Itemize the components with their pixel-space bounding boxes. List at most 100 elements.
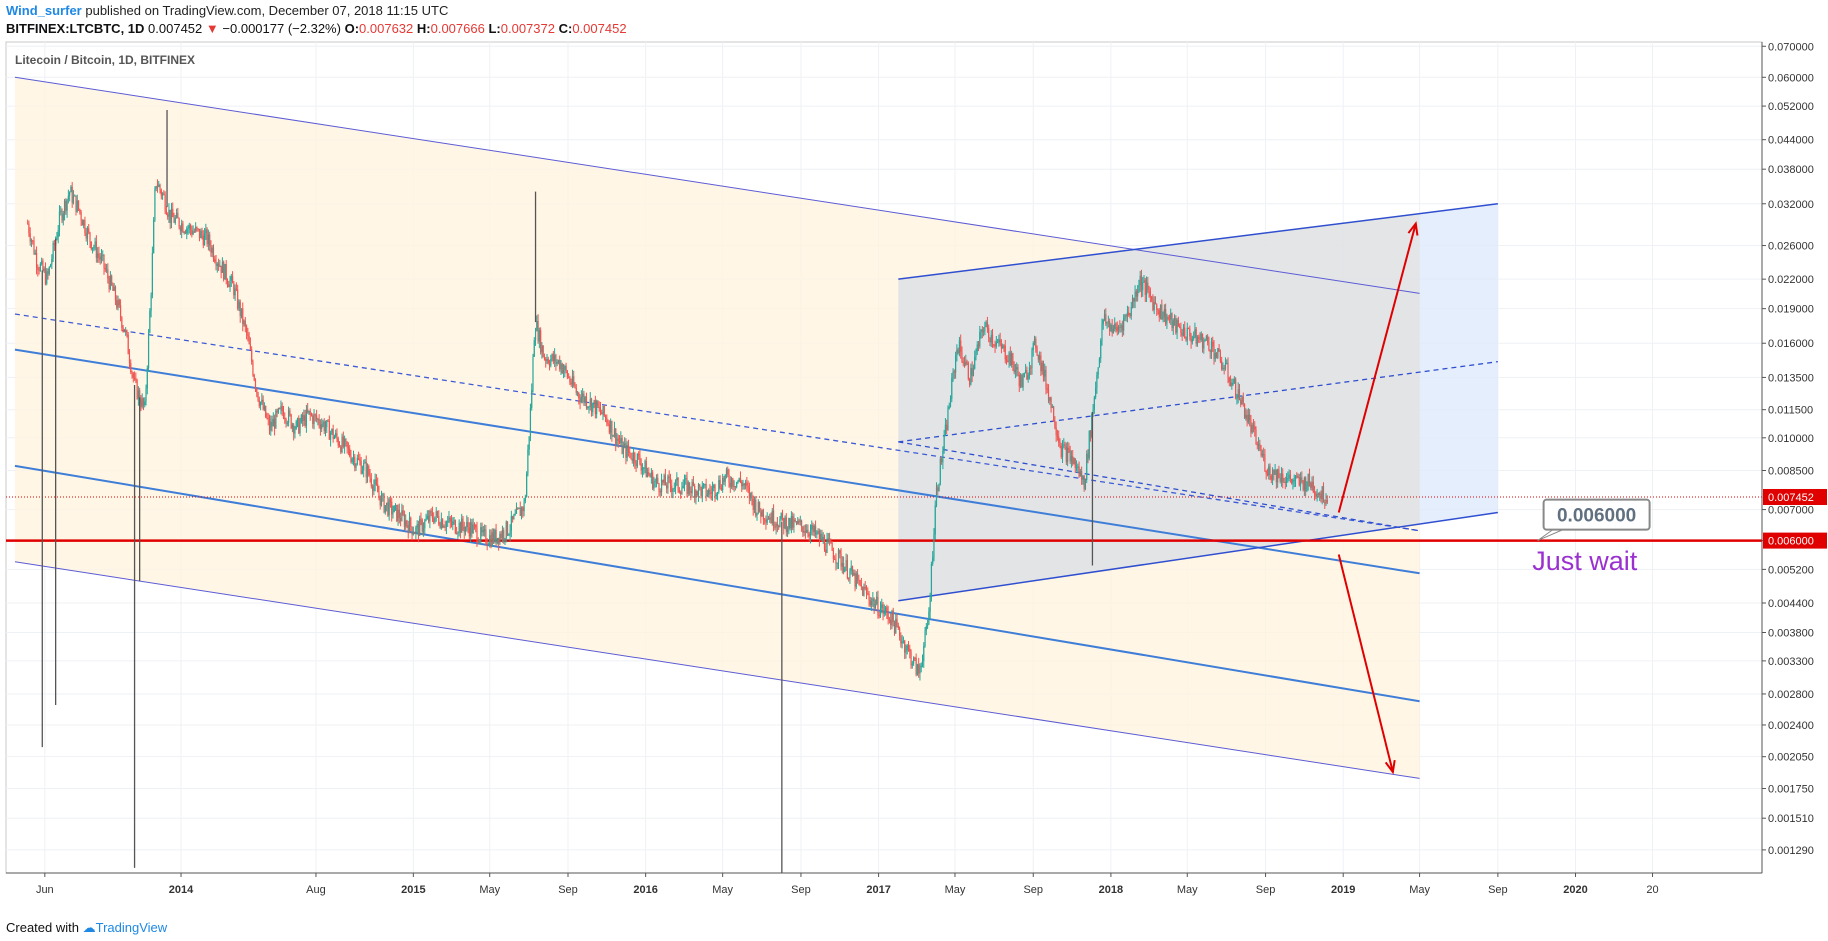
candle-body (1284, 481, 1286, 484)
candle-body (314, 414, 316, 416)
candle-body (1140, 275, 1143, 291)
candle-body (895, 618, 897, 634)
candle-body (823, 536, 826, 550)
candle-body (220, 265, 222, 273)
candle-body (128, 354, 131, 364)
y-tick-label: 0.060000 (1768, 72, 1814, 84)
candle-body (111, 275, 113, 285)
candle-body (561, 363, 563, 374)
candle-body (977, 344, 980, 347)
candle-body (834, 558, 836, 560)
candle-body (156, 186, 159, 188)
candle-body (998, 339, 1000, 343)
candle-body (183, 231, 185, 233)
candle-body (568, 377, 570, 379)
candle-body (84, 220, 86, 234)
candle-body (1176, 319, 1178, 333)
candle-body (285, 419, 287, 424)
candle-body (1196, 337, 1199, 344)
candle-body (842, 562, 845, 573)
candle-body (1175, 318, 1177, 333)
candle-body (181, 223, 183, 232)
candle-body (299, 422, 301, 434)
candle-body (422, 528, 425, 532)
candle-body (1016, 367, 1018, 370)
candle-body (211, 247, 213, 253)
support-level-tag (1763, 532, 1827, 549)
candle-body (1205, 336, 1207, 340)
candle-body (338, 445, 341, 447)
candle-body (869, 600, 871, 606)
candle-body (1130, 306, 1132, 316)
candle-body (1219, 351, 1221, 361)
candle-body (417, 524, 420, 536)
candle-body (1232, 383, 1234, 385)
candle-body (321, 424, 323, 430)
candle-body (523, 501, 525, 512)
candle-body (592, 402, 594, 413)
candle-body (383, 494, 385, 513)
candle-body (529, 408, 532, 437)
candle-body (456, 533, 458, 535)
trendline-range-mid-dashed (898, 361, 1498, 443)
candle-body (312, 415, 314, 425)
candle-body (1275, 469, 1277, 483)
candle-body (864, 586, 866, 589)
candle-body (533, 340, 535, 357)
candle-body (447, 521, 449, 523)
quote-bar: BITFINEX:LTCBTC, 1D 0.007452 ▼ −0.000177… (6, 20, 627, 38)
candle-body (526, 473, 528, 498)
candle-body (643, 467, 645, 469)
current-price-tag-label: 0.007452 (1768, 492, 1814, 504)
candle-body (270, 421, 272, 431)
candle-body (464, 527, 467, 533)
candle-body (386, 502, 388, 506)
candle-body (683, 479, 686, 486)
candle-body (606, 417, 608, 423)
candle-body (34, 252, 36, 254)
candle-body (1189, 329, 1191, 337)
candle-body (631, 458, 633, 462)
candle-body (650, 472, 652, 478)
candle-body (30, 240, 33, 242)
candle-body (956, 349, 958, 356)
y-tick-label: 0.013500 (1768, 372, 1814, 384)
candle-body (1036, 348, 1038, 355)
candle-body (369, 475, 371, 479)
candle-body (1021, 374, 1023, 388)
candle-body (548, 363, 551, 366)
candle-body (51, 258, 53, 265)
candle-body (1249, 414, 1251, 421)
tradingview-link[interactable]: TradingView (95, 920, 168, 935)
candle-body (751, 492, 753, 499)
candle-body (1082, 476, 1084, 480)
callout-pointer (1537, 527, 1568, 542)
candle-body (971, 367, 973, 376)
candle-body (212, 247, 215, 260)
candle-body (854, 572, 856, 587)
candle-body (627, 445, 630, 452)
author-link[interactable]: Wind_surfer (6, 3, 82, 18)
candle-body (1246, 414, 1248, 423)
candle-body (774, 526, 776, 528)
candle-body (788, 518, 790, 529)
candle-body (1245, 414, 1247, 419)
candle-body (1288, 474, 1290, 478)
candle-body (1156, 304, 1158, 310)
candle-body (975, 351, 977, 357)
candle-body (923, 645, 925, 662)
candle-body (305, 409, 308, 426)
x-tick-label: May (479, 884, 500, 896)
candle-body (610, 420, 612, 433)
candle-body (1181, 333, 1183, 336)
candle-body (98, 253, 100, 257)
candle-body (808, 533, 810, 537)
candle-body (329, 432, 332, 440)
candle-body (419, 518, 421, 536)
candle-body (1014, 369, 1017, 373)
candle-body (524, 497, 526, 502)
candle-body (1025, 370, 1027, 373)
candle-body (517, 508, 519, 510)
candle-body (426, 515, 428, 519)
